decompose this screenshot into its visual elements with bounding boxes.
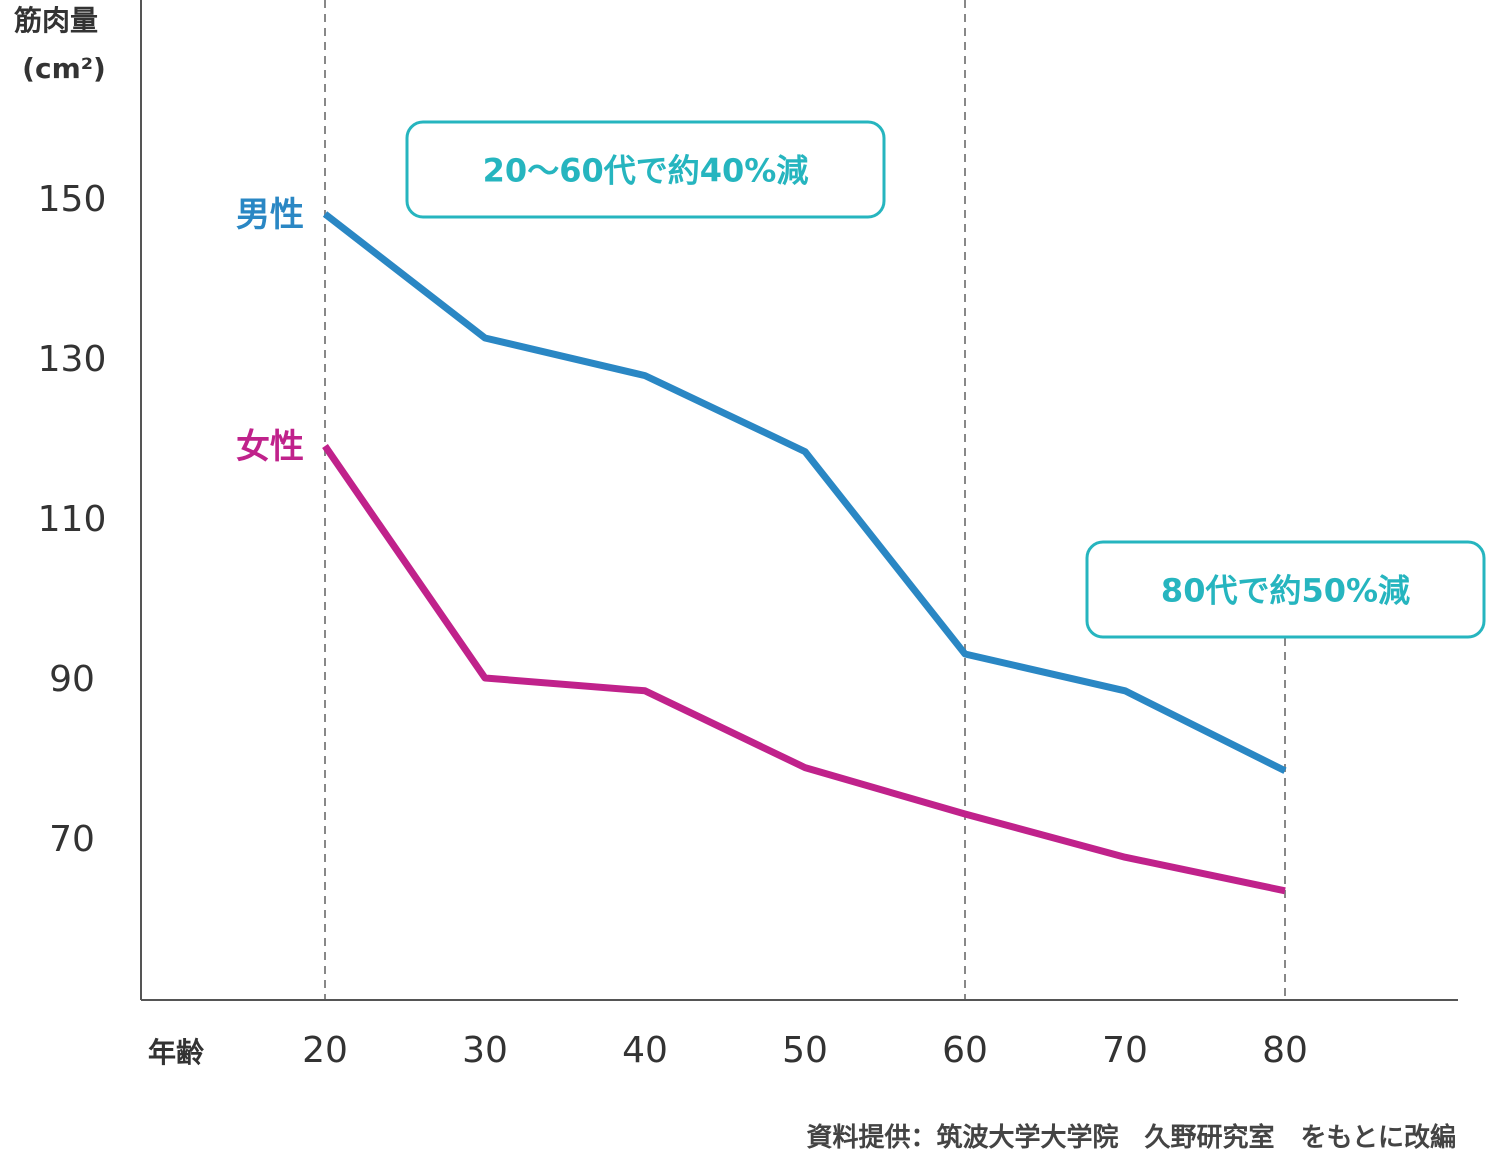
y-tick-label: 130 [38,339,107,380]
annotation-text: 20〜60代で約40%減 [483,152,809,190]
x-tick-label: 80 [1262,1030,1308,1071]
x-tick-label: 70 [1102,1030,1148,1071]
x-tick-label: 30 [462,1030,508,1071]
series-line-0 [322,211,1287,774]
annotation-box: 20〜60代で約40%減 [405,120,886,219]
x-tick-label: 20 [302,1030,348,1071]
x-tick-label: 40 [622,1030,668,1071]
y-tick-label: 110 [38,499,107,540]
series-label: 女性 [236,427,304,467]
series-line-1 [322,444,1286,895]
y-tick-label: 70 [49,819,95,860]
series-label: 男性 [236,195,304,235]
x-axis-label: 年齢 [148,1036,204,1069]
x-tick-label: 50 [782,1030,828,1071]
source-note: 資料提供：筑波大学大学院 久野研究室 をもとに改編 [807,1122,1456,1152]
y-tick-label: 90 [49,659,95,700]
y-axis-unit: (cm²) [22,52,106,85]
annotation-text: 80代で約50%減 [1161,572,1410,610]
y-tick-label: 150 [38,179,107,220]
x-tick-label: 60 [942,1030,988,1071]
annotation-box: 80代で約50%減 [1085,540,1486,639]
y-axis-label: 筋肉量 [14,4,98,37]
